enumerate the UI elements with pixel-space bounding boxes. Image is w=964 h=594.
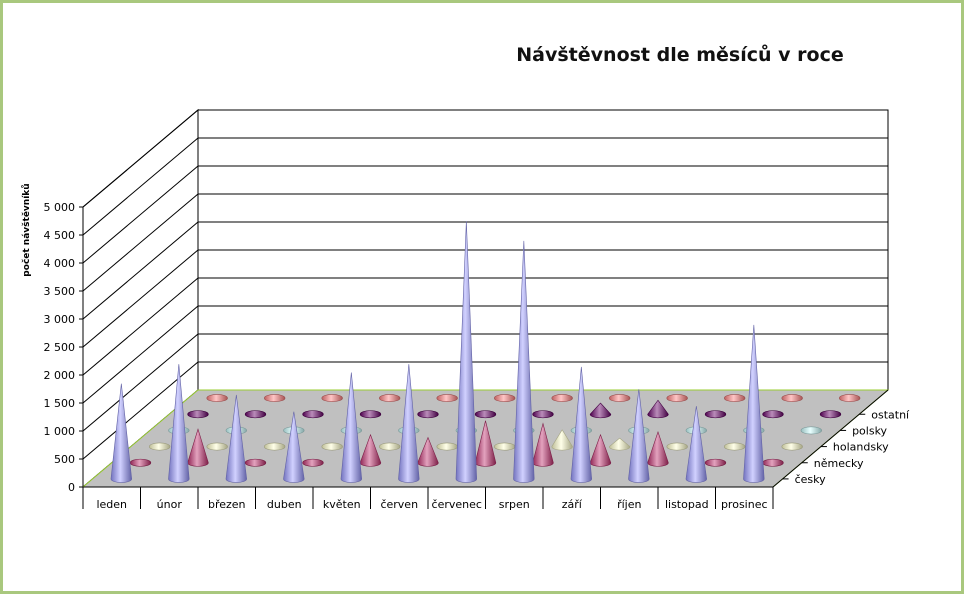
cone-ostatní: [474, 410, 497, 419]
cone-holandsky: [494, 442, 516, 451]
floor-marker: [494, 394, 516, 403]
floor-marker: [839, 394, 861, 403]
x-tick-label: březen: [208, 498, 246, 511]
y-tick-label: 4 000: [44, 257, 76, 270]
floor-marker: [781, 394, 803, 403]
cone-holandsky: [379, 442, 401, 451]
legend-label: německy: [814, 457, 864, 470]
y-tick-label: 3 000: [44, 313, 76, 326]
chart-title: Návštěvnost dle měsíců v roce: [516, 44, 844, 66]
gridline: [82, 221, 199, 320]
cone-ostatní: [302, 410, 324, 419]
cone-česky: [168, 364, 190, 483]
cone-ostatní: [762, 410, 784, 419]
floor-marker: [379, 394, 401, 403]
cone-ostatní: [647, 399, 669, 419]
cone-německy: [762, 458, 784, 467]
gridline: [82, 333, 199, 432]
floor-marker: [551, 394, 573, 403]
cone-německy: [704, 458, 727, 467]
x-tick-label: duben: [267, 498, 302, 511]
cone-ostatní: [589, 402, 612, 419]
x-tick-label: srpen: [499, 498, 530, 511]
gridline: [82, 305, 199, 404]
cone-ostatní: [244, 410, 267, 419]
x-tick-label: únor: [157, 498, 183, 511]
x-tick-label: listopad: [665, 498, 709, 511]
cone-německy: [417, 436, 439, 467]
y-tick-label: 2 500: [44, 341, 76, 354]
cone-ostatní: [704, 410, 727, 419]
y-tick-label: 0: [68, 481, 75, 494]
cone-holandsky: [436, 442, 458, 451]
x-tick-label: říjen: [617, 498, 641, 511]
cone-ostatní: [819, 410, 842, 419]
floor-marker: [321, 394, 343, 403]
cone-holandsky: [264, 442, 286, 451]
cone-polsky: [800, 426, 822, 435]
legend-label: ostatní: [871, 408, 910, 421]
cone-česky: [743, 324, 765, 483]
cone-holandsky: [609, 437, 631, 451]
legend-label: polsky: [852, 424, 887, 437]
gridline: [82, 109, 199, 208]
depth-axis-line: [772, 389, 889, 488]
x-tick-label: září: [562, 498, 583, 511]
cone-německy: [302, 458, 324, 467]
cone-ostatní: [359, 410, 382, 419]
floor-marker: [724, 394, 746, 403]
y-tick-label: 1 500: [44, 397, 76, 410]
y-tick-label: 4 500: [44, 229, 76, 242]
cone-česky: [283, 411, 305, 483]
y-tick-label: 2 000: [44, 369, 76, 382]
gridline: [82, 137, 199, 236]
cone-česky: [570, 366, 592, 483]
cone-holandsky: [206, 442, 228, 451]
x-tick-label: červenec: [432, 498, 482, 511]
cone-holandsky: [724, 442, 746, 451]
cone-holandsky: [551, 429, 573, 451]
cone-německy: [359, 433, 382, 467]
cone-německy: [647, 431, 669, 467]
y-tick-label: 5 000: [44, 201, 76, 214]
cone-česky: [685, 406, 707, 483]
cone-německy: [187, 428, 209, 467]
cone-česky: [225, 394, 247, 483]
legend-label: holandsky: [833, 441, 889, 454]
cone-holandsky: [666, 442, 688, 451]
cone-německy: [244, 458, 267, 467]
cone-česky: [398, 364, 420, 483]
x-tick-label: leden: [96, 498, 127, 511]
cone-ostatní: [532, 410, 554, 419]
x-tick-label: červen: [380, 498, 418, 511]
floor-marker: [436, 394, 458, 403]
cone-česky: [110, 383, 132, 483]
cone-holandsky: [321, 442, 343, 451]
cone-česky: [628, 389, 650, 483]
gridline: [82, 249, 199, 348]
y-tick-label: 1 000: [44, 425, 76, 438]
x-tick-label: prosinec: [721, 498, 768, 511]
legend-label: česky: [795, 473, 827, 486]
cone-ostatní: [187, 410, 209, 419]
cone-česky: [340, 372, 362, 483]
gridline: [82, 277, 199, 376]
floor-marker: [666, 394, 688, 403]
floor-marker: [264, 394, 286, 403]
gridline: [82, 165, 199, 264]
x-tick-label: květen: [323, 498, 361, 511]
floor-marker: [609, 394, 631, 403]
y-tick-label: 3 500: [44, 285, 76, 298]
cone-německy: [129, 458, 152, 467]
cone-česky: [455, 221, 477, 483]
cone-česky: [513, 240, 535, 483]
cone-holandsky: [149, 442, 171, 451]
cone-ostatní: [417, 410, 439, 419]
cone-holandsky: [781, 442, 803, 451]
gridline: [82, 193, 199, 292]
cone-německy: [589, 433, 612, 467]
y-tick-label: 500: [54, 453, 75, 466]
floor-marker: [206, 394, 228, 403]
